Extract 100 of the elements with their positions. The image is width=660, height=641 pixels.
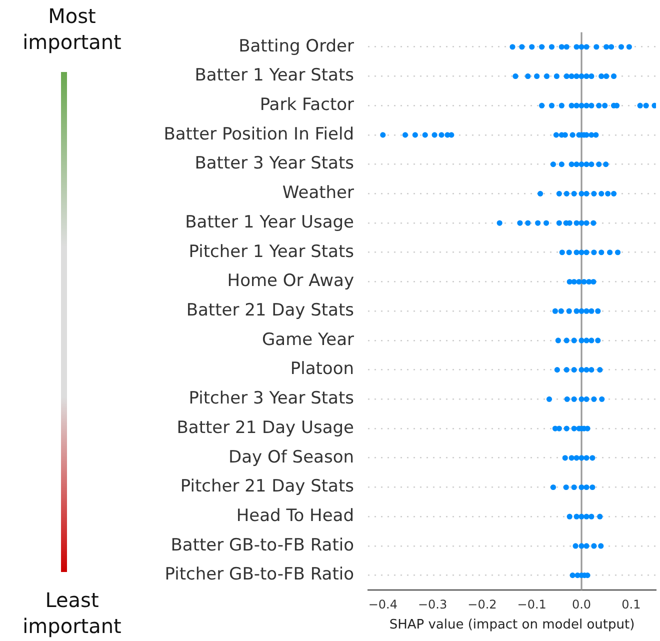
point (578, 190, 584, 196)
point (595, 308, 601, 314)
y-tick-label: Head To Head (236, 506, 354, 526)
point (558, 102, 564, 108)
point (578, 308, 584, 314)
y-tick-label: Pitcher 1 Year Stats (188, 242, 354, 262)
y-tick-label: Batter 21 Day Stats (186, 300, 354, 321)
point (380, 132, 386, 138)
point (590, 455, 596, 461)
point (548, 44, 555, 50)
point (637, 102, 643, 108)
point (566, 250, 572, 256)
point (588, 162, 594, 168)
point (591, 543, 597, 549)
point (584, 455, 590, 461)
point (571, 338, 577, 344)
point (538, 44, 545, 50)
point (535, 220, 541, 226)
point (584, 367, 590, 373)
point (578, 455, 584, 461)
point (559, 250, 565, 256)
point (512, 73, 518, 80)
point (598, 190, 604, 196)
point (590, 220, 596, 226)
point (571, 367, 577, 373)
point (571, 484, 577, 490)
y-tick-label: Batting Order (238, 36, 354, 56)
point (572, 543, 578, 549)
y-tick-label: Batter GB-to-FB Ratio (170, 535, 354, 556)
point (602, 102, 608, 108)
point (596, 162, 602, 168)
point (578, 162, 584, 168)
y-tick-label: Pitcher 3 Year Stats (188, 388, 354, 409)
point (574, 102, 580, 108)
point (538, 190, 544, 196)
point (584, 484, 590, 490)
point (564, 396, 570, 402)
point (550, 484, 556, 490)
y-tick-label: Game Year (262, 330, 354, 350)
y-tick-label: Platoon (290, 359, 354, 380)
point (578, 396, 584, 402)
point (586, 278, 592, 285)
point (578, 220, 584, 226)
point (588, 338, 594, 344)
point (510, 44, 516, 50)
point (568, 102, 574, 108)
point (543, 220, 550, 226)
point (558, 308, 564, 314)
point (564, 367, 570, 373)
point (558, 162, 564, 168)
point (563, 484, 569, 490)
point (574, 73, 580, 80)
point (591, 190, 597, 196)
point (553, 132, 559, 138)
point (554, 73, 560, 80)
point (578, 484, 584, 490)
y-tick-label: Batter 3 Year Stats (194, 154, 354, 174)
y-tick-label: Batter 1 Year Stats (194, 66, 354, 86)
point (519, 44, 525, 50)
point (525, 220, 531, 226)
text: Most important (22, 3, 122, 55)
point (438, 132, 444, 138)
point (571, 190, 577, 196)
point (548, 102, 555, 108)
point (544, 73, 550, 80)
point (578, 250, 584, 256)
point (576, 278, 582, 285)
point (552, 308, 558, 314)
point (584, 44, 590, 50)
point (578, 543, 584, 549)
point (603, 162, 609, 168)
point (578, 338, 584, 344)
point (555, 338, 561, 344)
point (570, 132, 576, 138)
y-tick-label: Pitcher GB-to-FB Ratio (164, 564, 354, 585)
point (598, 250, 604, 256)
point (604, 73, 610, 80)
point (597, 367, 603, 373)
point (584, 73, 590, 80)
point (538, 102, 545, 108)
point (546, 396, 552, 402)
point (588, 132, 594, 138)
point (626, 44, 632, 50)
point (571, 396, 577, 402)
point (578, 73, 584, 80)
point (584, 190, 590, 196)
point (556, 220, 562, 226)
point (590, 484, 596, 490)
point (584, 308, 590, 314)
point (554, 367, 560, 373)
point (529, 44, 535, 50)
point (564, 190, 570, 196)
point (566, 278, 572, 285)
point (517, 220, 523, 226)
point (598, 73, 604, 80)
point (588, 73, 594, 80)
point (584, 396, 590, 402)
point (578, 367, 584, 373)
text: Least important (22, 587, 122, 639)
point (584, 102, 590, 108)
